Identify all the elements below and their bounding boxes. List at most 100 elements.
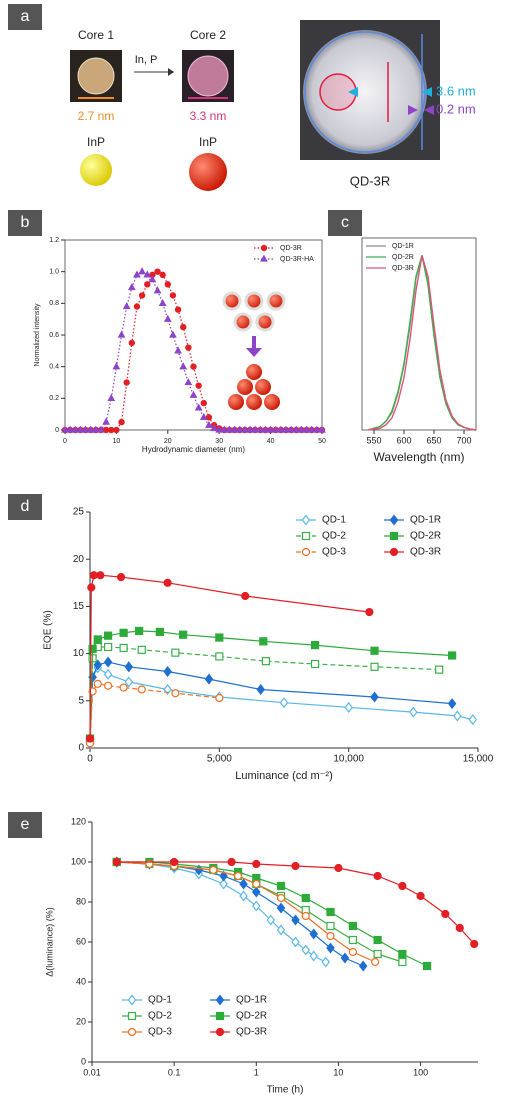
marker: [233, 871, 243, 881]
marker: [276, 924, 286, 936]
series-line: [367, 255, 477, 431]
marker: [180, 323, 187, 331]
legend-label: QD-1R: [410, 515, 441, 526]
marker: [455, 923, 464, 933]
marker: [128, 339, 136, 347]
x-tick-label: 650: [426, 435, 441, 445]
y-tick-label: 5: [78, 695, 84, 706]
core-label: Core 2: [190, 28, 226, 42]
marker: [135, 626, 144, 636]
marker: [370, 662, 379, 671]
marker: [170, 857, 179, 867]
legend-label: QD-2R: [236, 1011, 267, 1022]
marker: [108, 426, 115, 434]
marker: [447, 698, 457, 710]
y-tick-label: 0.6: [49, 332, 59, 339]
marker: [158, 298, 167, 307]
y-tick-label: 120: [71, 816, 86, 826]
marker: [373, 871, 382, 881]
legend-label: QD-2: [148, 1011, 172, 1022]
marker: [301, 893, 310, 903]
marker: [260, 244, 268, 252]
x-tick-label: 10,000: [333, 754, 364, 765]
series-line: [116, 861, 376, 963]
marker: [143, 270, 152, 278]
marker: [373, 935, 382, 945]
marker: [205, 414, 213, 421]
marker: [66, 425, 75, 433]
marker: [448, 651, 457, 660]
marker: [119, 683, 128, 692]
marker: [256, 683, 265, 696]
y-tick-label: 0: [78, 743, 84, 754]
legend-label: QD-1: [322, 515, 346, 526]
marker: [87, 583, 96, 592]
panel-label: e: [21, 816, 30, 833]
marker: [326, 921, 335, 931]
material-label: InP: [199, 135, 217, 149]
marker: [103, 668, 113, 680]
x-tick-label: 0.1: [168, 1067, 181, 1077]
marker: [246, 425, 254, 433]
marker: [301, 531, 311, 541]
marker: [194, 403, 203, 411]
marker: [344, 701, 353, 713]
marker: [179, 630, 188, 639]
marker: [470, 939, 479, 949]
marker: [252, 900, 261, 912]
x-axis-label: Time (h): [267, 1085, 304, 1096]
marker: [312, 425, 321, 433]
y-tick-label: 0: [55, 427, 59, 434]
outer-label: 0.2 nm: [436, 101, 476, 116]
marker: [124, 661, 134, 673]
panel-label-box: [328, 210, 362, 236]
marker: [230, 425, 239, 433]
marker: [219, 878, 228, 890]
marker: [148, 275, 157, 283]
x-tick-label: 10: [333, 1067, 343, 1077]
panel-label: c: [341, 214, 349, 231]
marker: [122, 302, 131, 310]
marker: [441, 909, 450, 919]
panel-label-box: [8, 210, 42, 236]
y-tick-label: 20: [76, 1016, 86, 1026]
x-tick-label: 1: [254, 1067, 259, 1077]
marker: [435, 665, 444, 674]
marker: [138, 267, 146, 275]
arrow-head: [408, 105, 418, 115]
x-tick-label: 0.01: [83, 1067, 101, 1077]
marker: [190, 363, 197, 370]
marker: [81, 425, 90, 433]
marker: [292, 425, 301, 433]
plot-frame: [361, 237, 477, 431]
y-tick-label: 0.4: [49, 364, 59, 371]
marker: [169, 330, 177, 338]
y-tick-label: 20: [73, 554, 85, 565]
core-particle: [187, 55, 229, 97]
marker: [301, 547, 311, 557]
marker: [371, 957, 380, 967]
marker: [276, 881, 286, 891]
marker: [96, 571, 105, 580]
plot-frame: [64, 239, 323, 431]
x-axis-label: Hydrodynamic diameter (nm): [142, 445, 245, 454]
marker: [321, 956, 330, 968]
marker: [389, 547, 399, 557]
x-tick-label: 20: [164, 438, 172, 445]
legend-label: QD-1R: [392, 243, 414, 250]
marker: [174, 346, 182, 354]
marker: [112, 857, 121, 867]
y-axis-label: Δ(luminance) (%): [44, 907, 54, 977]
marker: [340, 952, 350, 964]
marker: [348, 921, 358, 931]
marker: [103, 656, 113, 668]
marker: [195, 382, 202, 389]
arrow-head: [168, 68, 174, 76]
marker: [102, 417, 110, 425]
marker: [133, 303, 141, 310]
y-tick-label: 0: [81, 1056, 86, 1066]
marker: [326, 907, 335, 917]
x-tick-label: 0: [87, 754, 93, 765]
marker: [302, 425, 311, 433]
marker: [61, 425, 69, 433]
